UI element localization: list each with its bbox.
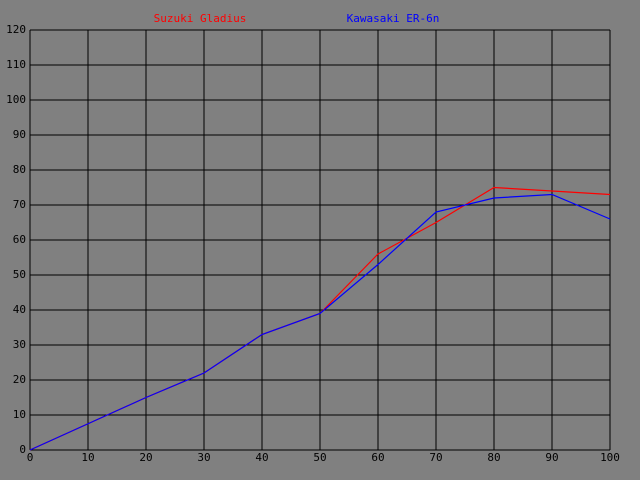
- legend-entry: Kawasaki ER-6n: [347, 12, 440, 25]
- x-tick-label: 20: [139, 451, 152, 464]
- legend-entry: Suzuki Gladius: [154, 12, 247, 25]
- y-tick-label: 60: [13, 233, 26, 246]
- y-tick-label: 40: [13, 303, 26, 316]
- x-tick-label: 60: [371, 451, 384, 464]
- y-tick-label: 20: [13, 373, 26, 386]
- line-series: [29, 193, 611, 451]
- y-tick-label: 30: [13, 338, 26, 351]
- x-tick-label: 40: [255, 451, 268, 464]
- y-tick-label: 80: [13, 163, 26, 176]
- x-tick-label: 70: [429, 451, 442, 464]
- y-tick-label: 120: [6, 23, 26, 36]
- x-tick-label: 80: [487, 451, 500, 464]
- y-tick-label: 10: [13, 408, 26, 421]
- x-tick-label: 0: [27, 451, 34, 464]
- y-tick-label: 110: [6, 58, 26, 71]
- y-tick-label: 90: [13, 128, 26, 141]
- x-tick-label: 50: [313, 451, 326, 464]
- x-tick-label: 10: [81, 451, 94, 464]
- x-tick-label: 30: [197, 451, 210, 464]
- y-tick-label: 70: [13, 198, 26, 211]
- x-tick-label: 90: [545, 451, 558, 464]
- y-tick-label: 50: [13, 268, 26, 281]
- y-tick-label: 100: [6, 93, 26, 106]
- y-tick-label: 0: [19, 443, 26, 456]
- x-tick-label: 100: [600, 451, 620, 464]
